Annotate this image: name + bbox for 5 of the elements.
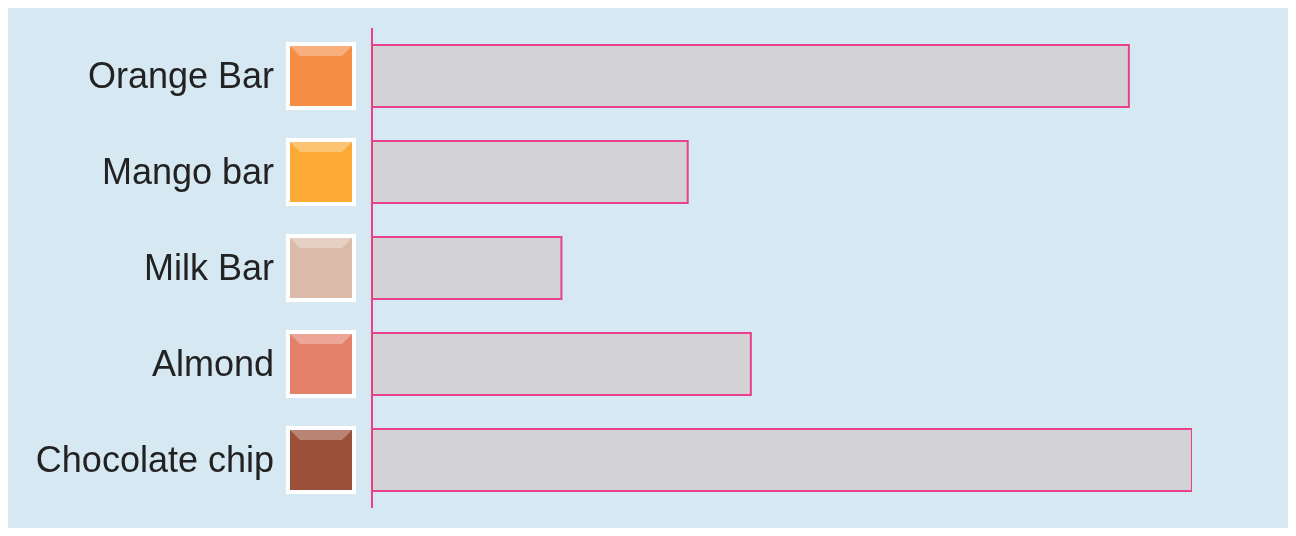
y-tick-label: Milk Bar: [143, 247, 274, 288]
y-tick-label: Orange Bar: [87, 55, 274, 96]
y-tick-label: Mango bar: [101, 151, 275, 192]
y-tick-label: Almond: [151, 343, 274, 384]
y-tick-label: Chocolate chip: [35, 439, 274, 480]
